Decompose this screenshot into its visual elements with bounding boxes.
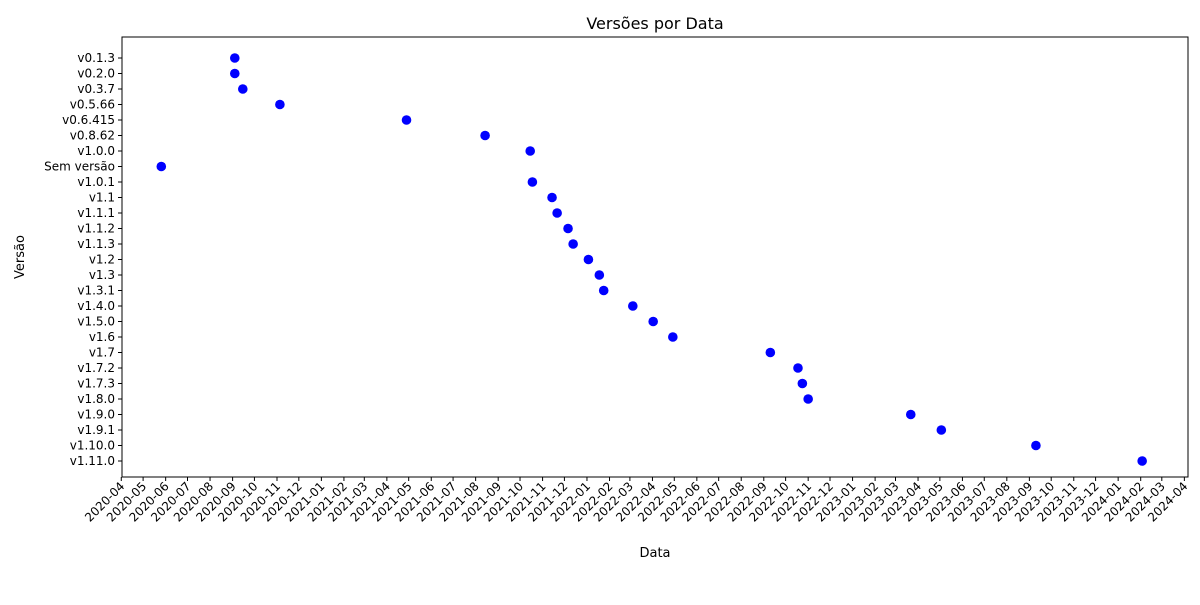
data-point bbox=[1031, 440, 1041, 451]
data-point bbox=[552, 208, 562, 218]
plot-area-frame bbox=[121, 36, 1189, 478]
y-tick-label: v0.8.62 bbox=[70, 129, 115, 143]
y-tick-label: v1.1.1 bbox=[77, 206, 115, 220]
y-tick-label: v1.6 bbox=[89, 330, 115, 344]
y-tick-label: v1.8.0 bbox=[77, 392, 115, 406]
data-point bbox=[563, 223, 573, 234]
data-points bbox=[156, 53, 1147, 466]
data-point bbox=[547, 192, 557, 203]
y-tick-label: v1.3 bbox=[89, 268, 115, 282]
y-tick-label: v1.2 bbox=[89, 253, 115, 267]
y-tick-label: v1.9.1 bbox=[77, 423, 115, 437]
data-point bbox=[525, 146, 536, 156]
data-point bbox=[803, 394, 813, 404]
data-point bbox=[527, 177, 538, 187]
y-tick-label: Sem versão bbox=[44, 160, 115, 174]
data-point bbox=[936, 425, 947, 435]
y-tick-label: v1.3.1 bbox=[77, 284, 115, 298]
y-tick-label: v1.1.3 bbox=[77, 237, 115, 251]
y-axis-label: Versão bbox=[13, 235, 28, 279]
data-point bbox=[793, 363, 803, 373]
y-tick-label: v0.6.415 bbox=[62, 113, 115, 127]
y-tick-label: v1.0.0 bbox=[77, 144, 115, 158]
data-point bbox=[583, 254, 594, 265]
y-tick-label: v1.4.0 bbox=[77, 299, 115, 313]
data-point bbox=[668, 332, 678, 342]
y-tick-label: v0.1.3 bbox=[77, 51, 115, 65]
data-point bbox=[229, 53, 240, 63]
data-point bbox=[797, 378, 808, 389]
y-tick-label: v1.7 bbox=[89, 346, 115, 360]
y-tick-label: v0.3.7 bbox=[77, 82, 115, 96]
data-point bbox=[480, 130, 490, 141]
data-point bbox=[568, 239, 578, 249]
data-point bbox=[765, 347, 776, 358]
y-tick-label: v1.10.0 bbox=[70, 439, 115, 453]
y-tick-label: v0.2.0 bbox=[77, 67, 115, 81]
data-point bbox=[229, 68, 240, 79]
data-point bbox=[156, 161, 167, 172]
data-point bbox=[401, 115, 412, 125]
y-tick-label: v1.9.0 bbox=[77, 408, 115, 422]
y-tick-label: v1.11.0 bbox=[70, 454, 115, 468]
y-tick-label: v1.7.2 bbox=[77, 361, 115, 375]
data-point bbox=[648, 316, 658, 327]
y-tick-label: v0.5.66 bbox=[70, 98, 115, 112]
y-tick-label: v1.0.1 bbox=[77, 175, 115, 189]
data-point bbox=[628, 301, 638, 311]
y-tick-label: v1.5.0 bbox=[77, 315, 115, 329]
data-point bbox=[237, 84, 248, 94]
x-axis: 2020-042020-052020-062020-072020-082020-… bbox=[82, 477, 1190, 525]
x-axis-label: Data bbox=[639, 546, 670, 561]
chart-title: Versões por Data bbox=[586, 14, 723, 33]
data-point bbox=[594, 270, 605, 280]
data-point bbox=[905, 409, 916, 420]
data-point bbox=[598, 285, 609, 296]
y-tick-label: v1.7.3 bbox=[77, 377, 115, 391]
data-point bbox=[275, 99, 285, 110]
y-tick-label: v1.1 bbox=[89, 191, 115, 205]
data-point bbox=[1137, 456, 1147, 466]
y-tick-label: v1.1.2 bbox=[77, 222, 115, 236]
